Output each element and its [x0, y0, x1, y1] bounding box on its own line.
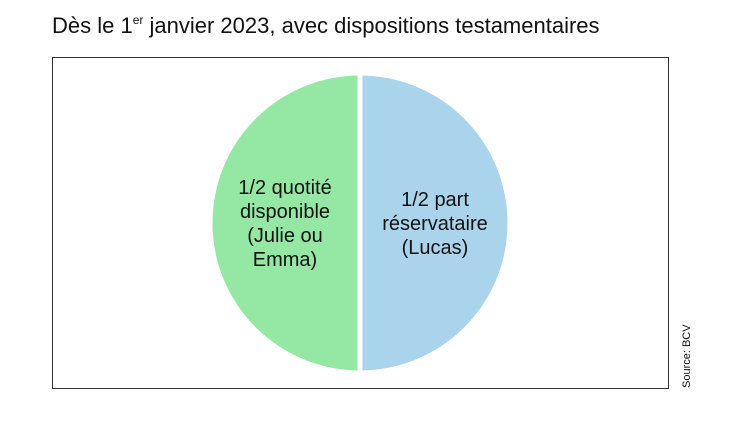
pie-slice: [357, 70, 513, 376]
slice-label: 1/2 part réservataire (Lucas): [382, 189, 488, 259]
slice-label-line: Emma): [253, 249, 317, 271]
title-superscript: er: [133, 13, 144, 27]
title-part: Dès le 1: [52, 13, 133, 38]
slice-label-line: 1/2 part: [401, 189, 469, 211]
plot-frame: [52, 57, 669, 389]
slice-label: 1/2 quotité disponible (Julie ou Emma): [238, 177, 331, 271]
slice-label-line: réservataire: [382, 213, 488, 235]
slice-label-line: (Julie ou: [247, 225, 323, 247]
title-part: janvier 2023, avec dispositions testamen…: [143, 13, 599, 38]
slice-label-line: (Lucas): [402, 237, 469, 259]
chart-title: Dès le 1er janvier 2023, avec dispositio…: [52, 13, 600, 38]
slice-label-line: disponible: [240, 201, 330, 223]
slice-label-line: 1/2 quotité: [238, 177, 331, 199]
source: Source: BCV: [681, 324, 693, 388]
pie-slice: [207, 70, 363, 376]
